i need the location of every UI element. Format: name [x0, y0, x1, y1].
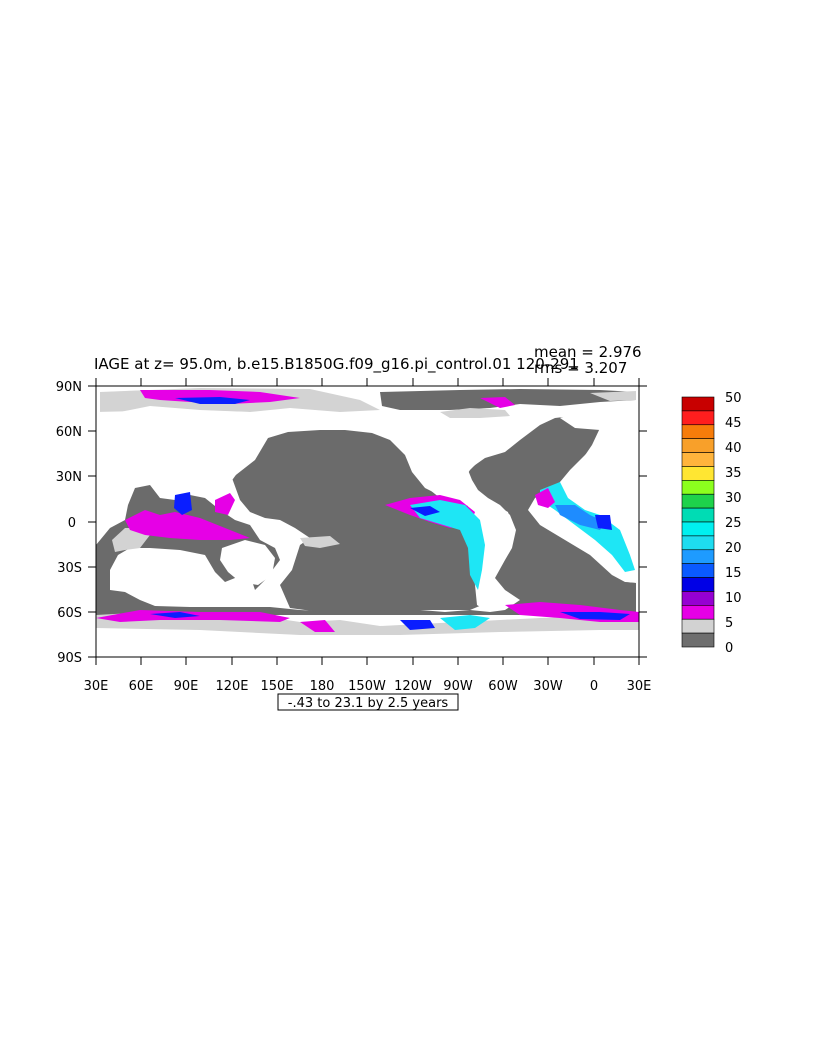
southern-ocean-cyan	[440, 615, 490, 630]
lat-label: 60S	[57, 606, 82, 621]
subtitle-box	[277, 693, 459, 711]
australia	[220, 540, 275, 585]
colorbar-label: 15	[725, 566, 742, 581]
colorbar-swatch	[681, 452, 715, 467]
colorbar-label: 40	[725, 441, 742, 456]
colorbar-swatch	[681, 424, 715, 439]
lon-ticks	[95, 378, 640, 665]
lat-ticks	[88, 385, 647, 658]
arabian-sea-blue	[174, 492, 192, 515]
lon-label: 0	[590, 679, 598, 694]
colorbar-label: 45	[725, 416, 742, 431]
colorbar-swatch	[681, 521, 715, 537]
plot-title: IAGE at z= 95.0m, b.e15.B1850G.f09_g16.p…	[94, 355, 579, 374]
colorbar-label: 20	[725, 541, 742, 556]
east-pacific-blue	[410, 506, 440, 516]
lat-label: 30N	[56, 470, 82, 485]
lon-labels: 30E 60E 90E 120E 150E 180 150W 120W 90W …	[84, 679, 652, 694]
colorbar-swatch	[681, 466, 715, 481]
atlantic-mid-blue	[555, 505, 605, 530]
colorbar-swatch	[681, 549, 715, 564]
colorbar-label: 5	[725, 616, 733, 631]
colorbar-labels: 50 45 40 35 30 25 20 15 10 5 0	[725, 391, 742, 656]
colorbar-swatch	[681, 480, 715, 495]
southern-ocean-blue-west	[150, 612, 200, 618]
colorbar-swatch	[681, 410, 715, 426]
colorbar-swatch	[681, 563, 715, 578]
map-panel	[96, 386, 639, 657]
colorbar-swatch	[681, 438, 715, 453]
lat-labels: 90N 60N 30N 0 30S 60S 90S	[56, 380, 82, 666]
lon-label: 30W	[533, 679, 563, 694]
colorbar-swatch	[681, 632, 715, 648]
pacific-ocean-basin	[232, 430, 490, 612]
colorbar-label: 25	[725, 516, 742, 531]
colorbar-label: 50	[725, 391, 742, 406]
southern-indian-pacific-ocean	[96, 485, 636, 615]
rms-label: rms = 3.207	[534, 359, 627, 377]
lon-label: 150W	[348, 679, 386, 694]
east-pacific-cyan	[410, 500, 485, 590]
contour-range-label: -.43 to 23.1 by 2.5 years	[288, 696, 449, 711]
arctic-blue-band	[175, 397, 250, 404]
lon-label: 60E	[129, 679, 154, 694]
indian-ocean-magenta	[125, 510, 250, 540]
colorbar-label: 35	[725, 466, 742, 481]
lon-label: 30E	[627, 679, 652, 694]
lon-label: 180	[310, 679, 335, 694]
southern-ocean-blue-east	[560, 612, 630, 620]
colorbar-swatch	[681, 618, 715, 634]
lat-label: 90N	[56, 380, 82, 395]
atlantic-magenta	[535, 488, 555, 508]
colorbar-swatch	[681, 591, 715, 606]
lat-label: 30S	[57, 561, 82, 576]
colorbar-swatch	[681, 535, 715, 551]
lat-label: 90S	[57, 651, 82, 666]
asia-east	[96, 410, 270, 498]
atlantic-blue	[595, 515, 612, 530]
barents-magenta	[480, 397, 515, 408]
bay-of-bengal-magenta	[215, 493, 235, 515]
lon-label: 30E	[84, 679, 109, 694]
lon-label: 60W	[488, 679, 518, 694]
atlantic-ocean-basin	[468, 410, 636, 610]
mean-label: mean = 2.976	[534, 343, 642, 361]
colorbar-swatch	[681, 577, 715, 592]
lat-label: 60N	[56, 425, 82, 440]
lon-label: 120W	[394, 679, 432, 694]
ross-sea-magenta	[300, 620, 335, 632]
southern-ocean-blue-mid	[400, 620, 435, 630]
colorbar-label: 10	[725, 591, 742, 606]
upwelling-bands	[96, 390, 639, 632]
colorbar	[681, 396, 715, 648]
lon-label: 120E	[215, 679, 248, 694]
colorbar-label: 0	[725, 641, 733, 656]
lon-label: 90E	[174, 679, 199, 694]
lon-label: 150E	[260, 679, 293, 694]
greenland-shelf	[590, 391, 636, 401]
north-america	[405, 410, 520, 498]
colorbar-label: 30	[725, 491, 742, 506]
lat-label: 0	[68, 516, 76, 531]
atlantic-cyan	[540, 482, 635, 572]
colorbar-swatch	[681, 493, 715, 509]
colorbar-swatch	[681, 396, 715, 412]
colorbar-swatch	[681, 605, 715, 620]
lon-label: 90W	[443, 679, 473, 694]
colorbar-swatch	[681, 507, 715, 523]
antarctica	[96, 628, 639, 657]
